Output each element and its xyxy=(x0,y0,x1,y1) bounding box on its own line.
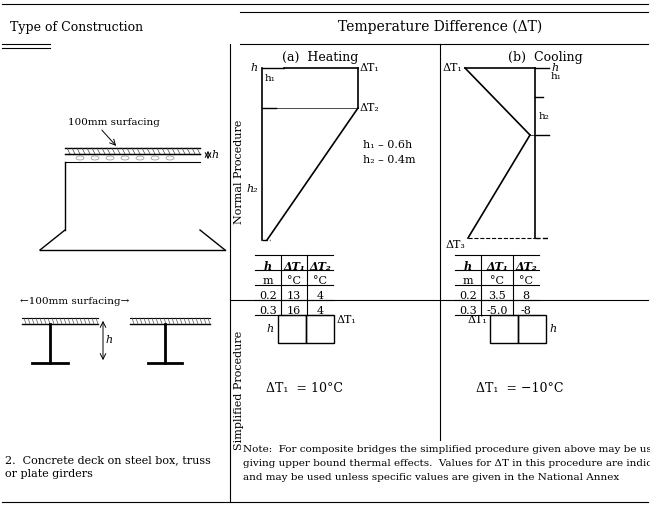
Text: 8: 8 xyxy=(523,291,530,301)
Text: h: h xyxy=(105,335,112,345)
Text: h₂: h₂ xyxy=(246,184,258,194)
Text: ΔT₁: ΔT₁ xyxy=(443,63,463,73)
Text: (a)  Heating: (a) Heating xyxy=(282,50,358,64)
Text: h₂: h₂ xyxy=(539,111,550,121)
Text: giving upper bound thermal effects.  Values for ΔT in this procedure are indicat: giving upper bound thermal effects. Valu… xyxy=(243,459,650,467)
Text: ΔT₂: ΔT₂ xyxy=(515,261,537,271)
Text: h: h xyxy=(267,324,274,334)
Text: h: h xyxy=(551,63,558,73)
Text: ΔT₁  = 10°C: ΔT₁ = 10°C xyxy=(266,382,343,394)
Text: ΔT₂: ΔT₂ xyxy=(360,103,380,113)
Text: 4: 4 xyxy=(317,306,324,316)
Text: ΔT₂: ΔT₂ xyxy=(309,261,331,271)
Text: 13: 13 xyxy=(287,291,301,301)
Text: ΔT₁: ΔT₁ xyxy=(360,63,380,73)
Bar xyxy=(278,315,306,343)
Text: ΔT₃: ΔT₃ xyxy=(446,240,466,250)
Bar xyxy=(306,315,334,343)
Text: 0.2: 0.2 xyxy=(459,291,477,301)
Text: ←100mm surfacing→: ←100mm surfacing→ xyxy=(20,297,129,306)
Text: 2.  Concrete deck on steel box, truss: 2. Concrete deck on steel box, truss xyxy=(5,455,211,465)
Text: Simplified Procedure: Simplified Procedure xyxy=(234,330,244,449)
Bar xyxy=(490,315,518,343)
Text: h: h xyxy=(464,261,472,271)
Text: °C: °C xyxy=(519,276,533,286)
Text: Note:  For composite bridges the simplified procedure given above may be used,: Note: For composite bridges the simplifi… xyxy=(243,444,650,454)
Text: 16: 16 xyxy=(287,306,301,316)
Text: Normal Procedure: Normal Procedure xyxy=(234,120,244,224)
Text: °C: °C xyxy=(490,276,504,286)
Text: and may be used unless specific values are given in the National Annex: and may be used unless specific values a… xyxy=(243,472,619,482)
Text: m: m xyxy=(463,276,473,286)
Text: h: h xyxy=(264,261,272,271)
Text: 0.3: 0.3 xyxy=(459,306,477,316)
Text: or plate girders: or plate girders xyxy=(5,469,93,479)
Text: ΔT₁: ΔT₁ xyxy=(486,261,508,271)
Text: m: m xyxy=(263,276,273,286)
Text: -5.0: -5.0 xyxy=(486,306,508,316)
Text: h: h xyxy=(251,63,258,73)
Text: 0.2: 0.2 xyxy=(259,291,277,301)
Text: h: h xyxy=(549,324,556,334)
Text: Temperature Difference (ΔT): Temperature Difference (ΔT) xyxy=(338,20,542,34)
Text: ΔT₁: ΔT₁ xyxy=(337,315,357,325)
Text: h₁ – 0.6h: h₁ – 0.6h xyxy=(363,140,412,150)
Text: ΔT₁  = −10°C: ΔT₁ = −10°C xyxy=(476,382,564,394)
Text: 3.5: 3.5 xyxy=(488,291,506,301)
Text: 4: 4 xyxy=(317,291,324,301)
Bar xyxy=(518,315,546,343)
Text: °C: °C xyxy=(313,276,327,286)
Text: Type of Construction: Type of Construction xyxy=(10,20,143,34)
Text: h₂ – 0.4m: h₂ – 0.4m xyxy=(363,155,415,165)
Text: ΔT₁: ΔT₁ xyxy=(283,261,305,271)
Text: h₁: h₁ xyxy=(551,72,562,81)
Text: h₁: h₁ xyxy=(265,74,276,83)
Text: (b)  Cooling: (b) Cooling xyxy=(508,50,582,64)
Text: 0.3: 0.3 xyxy=(259,306,277,316)
Text: h: h xyxy=(211,150,218,160)
Text: °C: °C xyxy=(287,276,301,286)
Text: 100mm surfacing: 100mm surfacing xyxy=(68,118,160,127)
Text: -8: -8 xyxy=(521,306,532,316)
Text: ΔT₁: ΔT₁ xyxy=(468,315,488,325)
